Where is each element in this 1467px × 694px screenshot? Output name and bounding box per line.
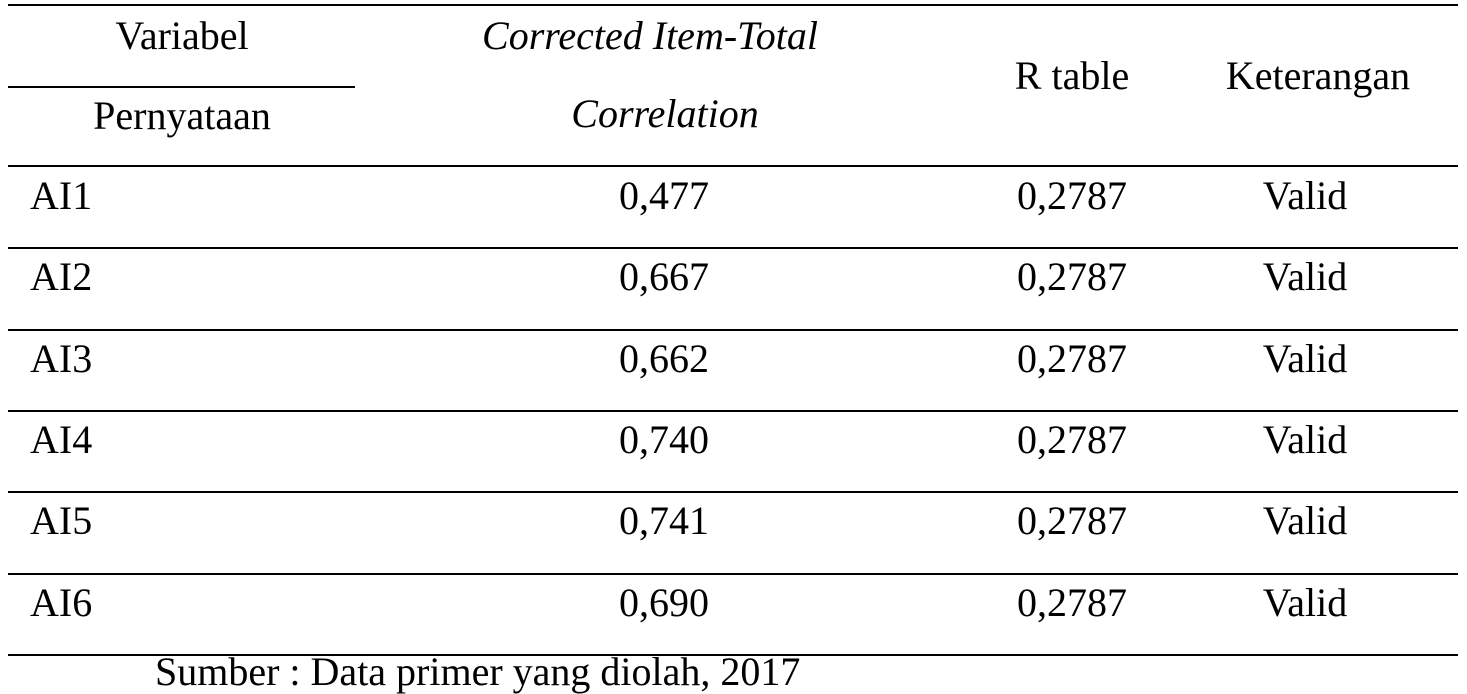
page: {"table":{"header":{"variabel":"Variabel… — [8, 4, 1458, 692]
header-cell: Pernyataan — [93, 93, 271, 138]
cell: 0,2787 — [1017, 579, 1127, 625]
cell: AI1 — [30, 173, 93, 218]
row-rule — [8, 247, 1458, 250]
header-cell: Correlation — [571, 91, 759, 136]
cell: Valid — [1262, 579, 1348, 625]
cell: AI3 — [30, 335, 93, 381]
row-rule — [8, 491, 1458, 494]
cell: Valid — [1262, 173, 1348, 218]
cell: 0,2787 — [1017, 335, 1127, 381]
cell: 0,2787 — [1017, 416, 1127, 462]
cell: 0,741 — [619, 498, 709, 544]
cell: Valid — [1262, 254, 1348, 300]
source-note: Sumber : Data primer yang diolah, 2017 — [155, 649, 801, 694]
cell: Valid — [1262, 335, 1348, 381]
row-rule — [8, 328, 1458, 331]
cell: 0,2787 — [1017, 173, 1127, 218]
header-rule — [8, 165, 1458, 167]
cell: Valid — [1262, 416, 1348, 462]
header-cell: Corrected Item-Total — [482, 13, 818, 58]
cell: 0,662 — [619, 335, 709, 381]
cell: AI2 — [30, 254, 93, 300]
cell: AI4 — [30, 416, 93, 462]
row-rule — [8, 653, 1458, 656]
cell: AI5 — [30, 498, 93, 544]
header-cell: R table — [1014, 53, 1130, 98]
row-rule — [8, 572, 1458, 575]
header-cell: Keterangan — [1225, 53, 1411, 98]
cell: Valid — [1262, 498, 1348, 544]
top-rule — [8, 4, 1458, 6]
header-divider — [8, 86, 355, 88]
cell: AI6 — [30, 579, 93, 625]
row-rule — [8, 409, 1458, 412]
cell: 0,477 — [619, 173, 709, 218]
header-cell: Variabel — [115, 13, 249, 58]
cell: 0,2787 — [1017, 254, 1127, 300]
cell: 0,2787 — [1017, 498, 1127, 544]
cell: 0,667 — [619, 254, 709, 300]
cell: 0,690 — [619, 579, 709, 625]
cell: 0,740 — [619, 416, 709, 462]
